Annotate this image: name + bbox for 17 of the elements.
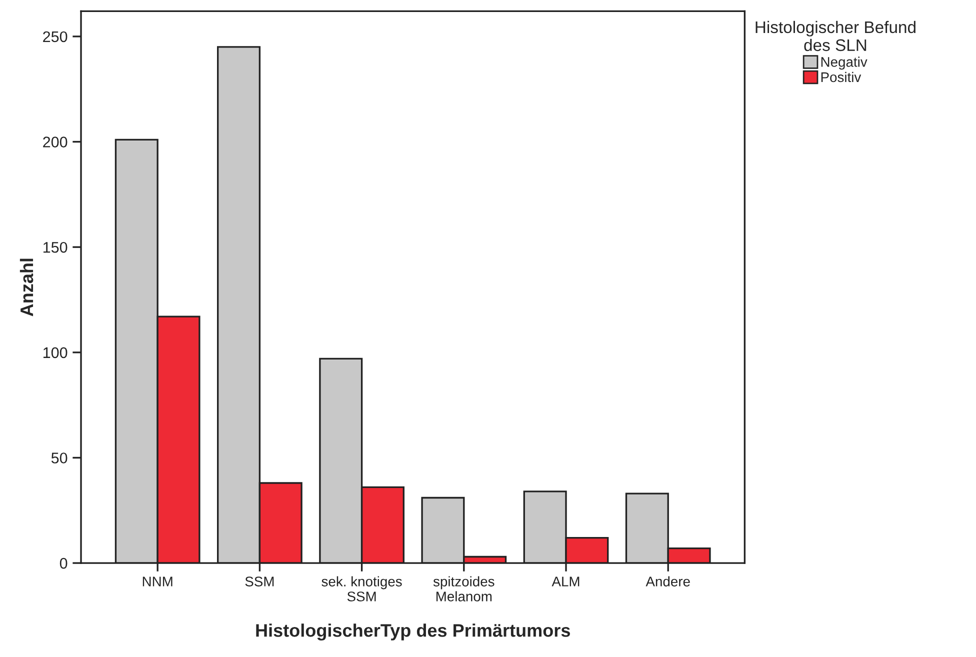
legend-label: Negativ [821, 56, 868, 70]
y-tick-label: 0 [60, 558, 68, 569]
y-tick-label: 200 [43, 136, 68, 148]
x-tick-label: NNM [142, 576, 172, 586]
y-axis-title: Anzahl [20, 258, 34, 316]
y-tick-label: 150 [43, 242, 68, 253]
y-tick-label: 50 [51, 452, 68, 464]
legend-label: Positiv [821, 72, 862, 82]
y-tick-label: 100 [43, 347, 68, 358]
x-tick-label: Andere [646, 576, 690, 586]
x-tick-label: ALM [552, 576, 580, 586]
x-tick-label: spitzoides Melanom [433, 576, 494, 602]
x-tick-label: SSM [245, 576, 274, 586]
y-tick-label: 250 [43, 31, 68, 42]
x-tick-label: sek. knotiges SSM [322, 576, 402, 602]
legend-title: Histologischer Befund des SLN [756, 20, 916, 52]
x-axis-title: HistologischerTyp des Primärtumors [256, 624, 570, 641]
